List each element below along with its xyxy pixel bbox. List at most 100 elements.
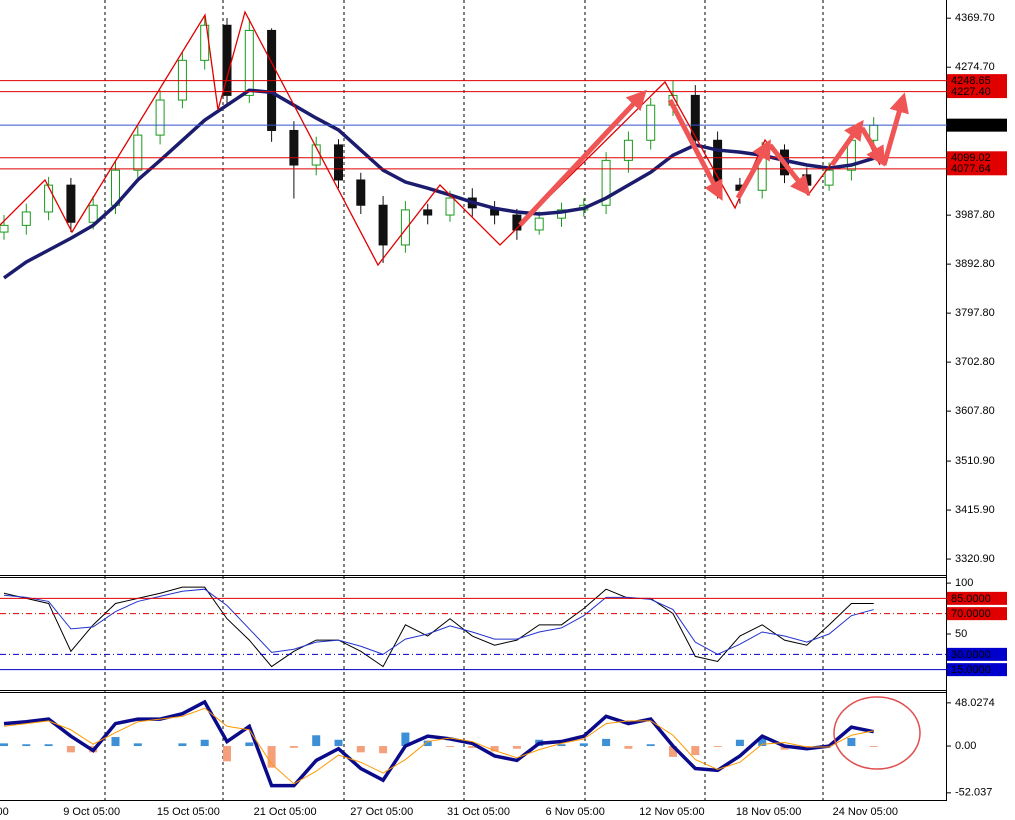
histogram-bar (735, 739, 744, 747)
level-label: 4248.65 (951, 75, 991, 87)
trend-arrows (518, 89, 909, 227)
histogram-bar (200, 739, 209, 747)
y-tick-label: 3892.80 (955, 258, 995, 270)
level-tag (947, 85, 1007, 99)
histogram-bar (245, 742, 254, 747)
candle-body (713, 139, 723, 186)
y-tick-label: 3797.80 (955, 307, 995, 319)
level-tag (947, 591, 1007, 605)
candle-body (0, 224, 9, 233)
level-tag (947, 647, 1007, 661)
time-dividers (104, 0, 824, 800)
indicator-line (3, 588, 874, 655)
y-tick-label: 3987.80 (955, 209, 995, 221)
y-tick-label: 100 (955, 577, 973, 589)
histogram-bar (758, 737, 767, 747)
histogram-bar (423, 740, 432, 747)
y-tick-label: 4369.70 (955, 12, 995, 24)
level-tag (947, 162, 1007, 176)
histogram-bar (602, 738, 611, 747)
x-tick-label: 6 Nov 05:00 (546, 806, 605, 818)
histogram-bar (0, 743, 8, 747)
histogram-bar (869, 746, 878, 747)
level-label: 70.0000 (951, 608, 991, 620)
candle-body (802, 174, 812, 186)
candle-body (133, 134, 143, 171)
histogram-bar (267, 746, 276, 768)
histogram-bar (111, 737, 120, 747)
histogram-bar (133, 743, 142, 747)
histogram-bar (66, 746, 75, 753)
y-tick-label: 3320.90 (955, 553, 995, 565)
x-tick-label: 05:00 (0, 806, 9, 818)
level-label: 4162.31 (951, 120, 991, 132)
histogram-bar (401, 732, 410, 747)
y-tick-label: 3510.90 (955, 455, 995, 467)
level-label: 4099.02 (951, 152, 991, 164)
candle-body (21, 211, 31, 226)
candle-body (400, 209, 410, 246)
level-tag (947, 74, 1007, 88)
x-tick-label: 18 Nov 05:00 (736, 806, 801, 818)
indicator-line (3, 707, 874, 785)
histogram-bar (557, 744, 566, 747)
panel-frames (0, 0, 947, 801)
candle-body (356, 179, 366, 206)
indicator-line (2, 88, 875, 280)
y-tick-label: -52.037 (955, 787, 992, 799)
candle-body (423, 209, 433, 216)
candle-body (334, 144, 343, 181)
x-tick-label: 24 Nov 05:00 (833, 806, 898, 818)
candle-body (378, 204, 388, 246)
level-tag (947, 118, 1007, 132)
histogram-bar (468, 746, 477, 748)
candle-body (824, 169, 834, 186)
candle-body (623, 139, 633, 161)
x-tick-label: 15 Oct 05:00 (157, 806, 220, 818)
histogram-bar (22, 744, 31, 747)
level-label: 30.0000 (951, 649, 991, 661)
y-tick-label: 4274.70 (955, 61, 995, 73)
x-tick-label: 21 Oct 05:00 (254, 806, 317, 818)
level-tag (947, 663, 1007, 677)
histogram-bar (579, 743, 588, 747)
y-tick-label: 3702.80 (955, 356, 995, 368)
y-tick-label: 48.0274 (955, 697, 995, 709)
histogram-bar (646, 744, 655, 747)
x-tick-label: 31 Oct 05:00 (447, 806, 510, 818)
y-tick-label: 50 (955, 628, 967, 640)
level-label: 4077.64 (951, 163, 991, 175)
candle-body (289, 129, 299, 166)
histogram-bar (334, 739, 343, 747)
histogram-bar (223, 746, 231, 762)
candle-body (690, 94, 700, 141)
histogram-bar (356, 746, 365, 753)
indicator-line (3, 699, 875, 788)
x-tick-label: 9 Oct 05:00 (63, 806, 120, 818)
x-tick-label: 12 Nov 05:00 (639, 806, 704, 818)
x-tick-label: 27 Oct 05:00 (350, 806, 413, 818)
candle-body (534, 217, 544, 231)
candle-body (44, 184, 54, 213)
candle-body (646, 104, 656, 141)
histogram-bar (289, 746, 298, 748)
candle-body (155, 99, 165, 136)
highlight-circle (833, 696, 921, 770)
level-label: 85.0000 (951, 593, 991, 605)
y-tick-label: 0.00 (955, 740, 976, 752)
histogram-bar (446, 746, 454, 747)
histogram-bar (490, 746, 499, 752)
histogram-bar (847, 737, 856, 747)
candle-body (88, 204, 98, 223)
histogram-bar (691, 746, 700, 756)
y-tick-label: 3415.90 (955, 504, 995, 516)
level-label: 4227.40 (951, 86, 991, 98)
y-tick-label: 3607.80 (955, 405, 995, 417)
level-tag (947, 151, 1007, 165)
histogram-bar (379, 746, 388, 754)
histogram-bar (780, 746, 789, 750)
histogram-bar (44, 744, 53, 747)
candle-body (601, 159, 611, 206)
candle-body (222, 24, 232, 96)
